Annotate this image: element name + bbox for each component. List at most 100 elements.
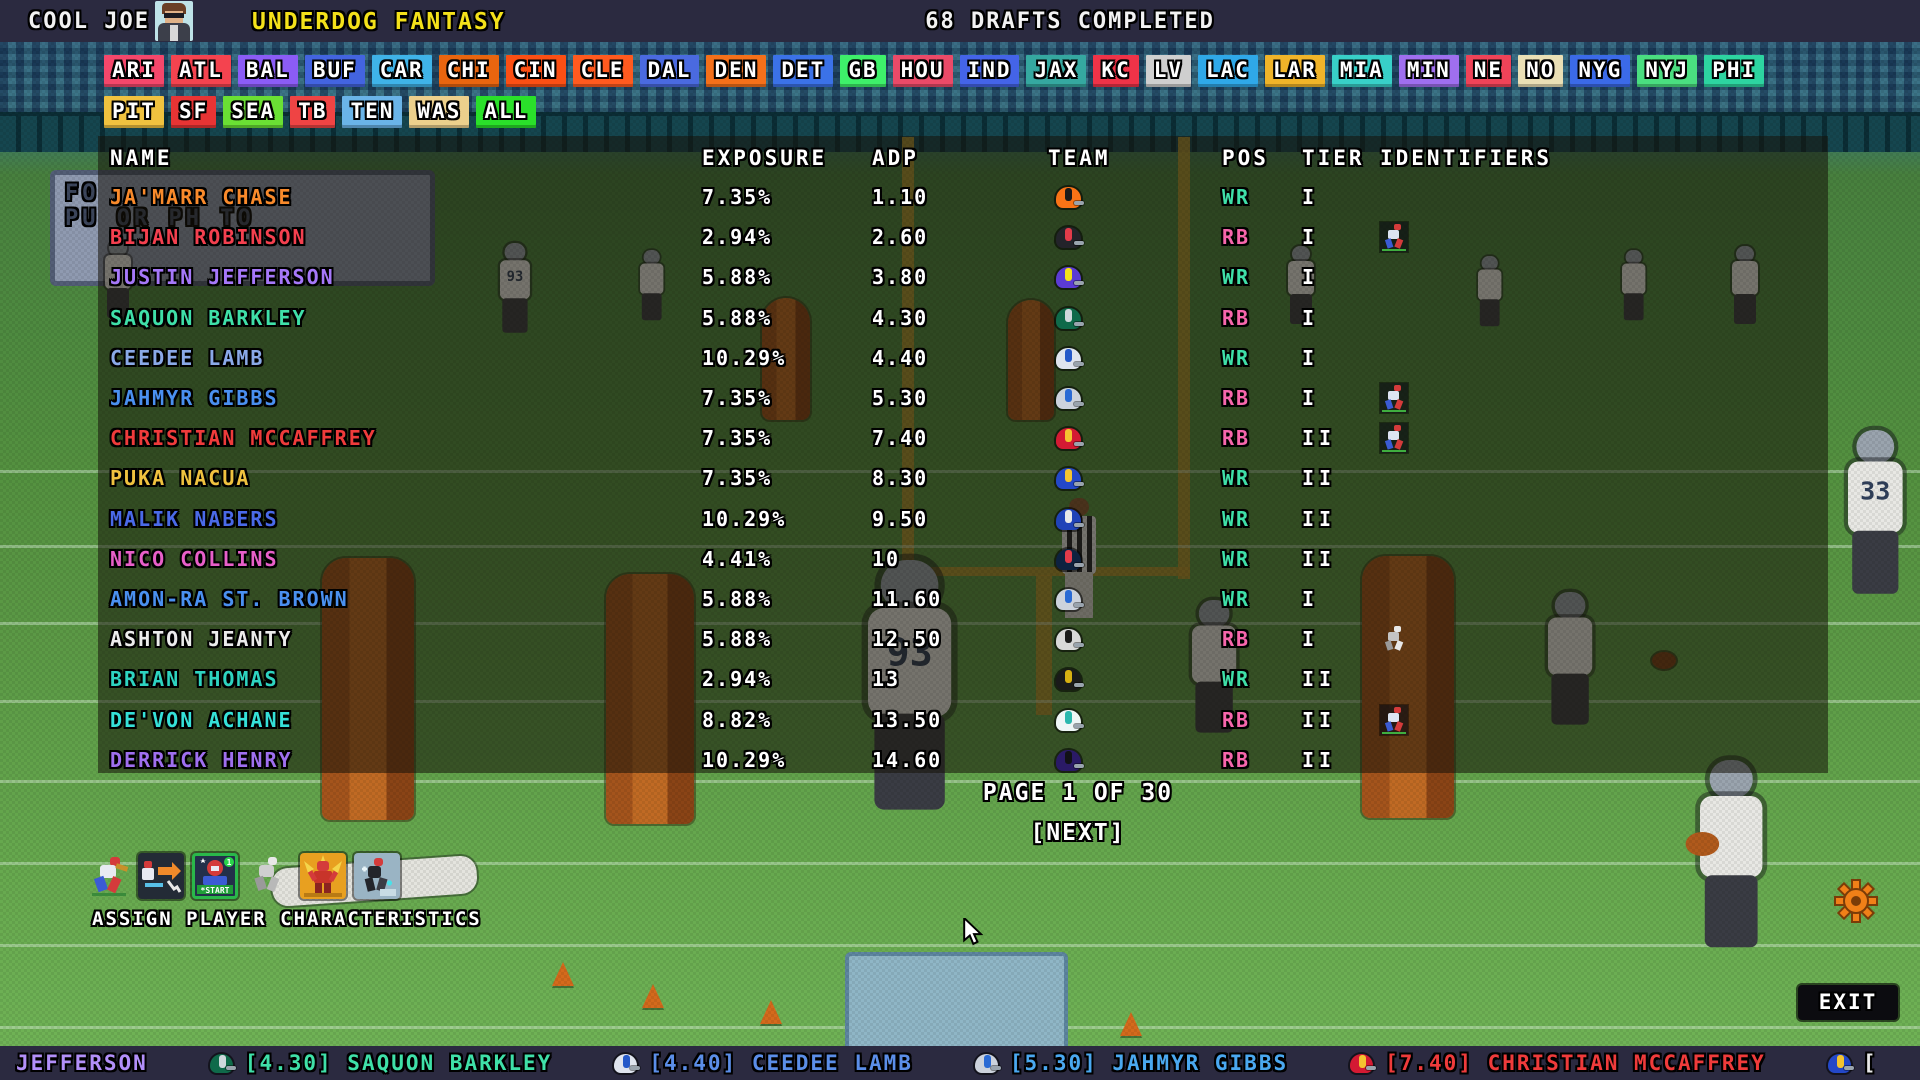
team-tab-min[interactable]: MIN [1398, 55, 1459, 87]
table-row[interactable]: SAQUON BARKLEY 5.88% 4.30 RB I [98, 299, 1828, 339]
team-helmet-icon [1056, 468, 1084, 490]
tier-value: II [1302, 426, 1337, 451]
team-tab-tb[interactable]: TB [290, 96, 336, 128]
team-tab-kc[interactable]: KC [1093, 55, 1139, 87]
table-row[interactable]: PUKA NACUA 7.35% 8.30 WR II [98, 459, 1828, 499]
sketch-player-icon[interactable] [246, 853, 292, 899]
team-tab-atl[interactable]: ATL [170, 55, 231, 87]
team-tab-chi[interactable]: CHI [438, 55, 499, 87]
adp-value: 13 [872, 667, 901, 692]
team-tab-dal[interactable]: DAL [639, 55, 700, 87]
table-row[interactable]: CHRISTIAN MCCAFFREY 7.35% 7.40 RB II [98, 419, 1828, 459]
team-tab-phi[interactable]: PHI [1704, 55, 1765, 87]
table-row[interactable]: BRIAN THOMAS 2.94% 13 WR II [98, 660, 1828, 700]
team-tab-gb[interactable]: GB [840, 55, 886, 87]
team-tab-nyj[interactable]: NYJ [1637, 55, 1698, 87]
team-tab-was[interactable]: WAS [409, 96, 470, 128]
team-tab-sea[interactable]: SEA [223, 96, 284, 128]
team-helmet-icon [1056, 347, 1084, 369]
tier-value: II [1302, 546, 1337, 571]
exposure-value: 10.29% [702, 747, 787, 772]
team-cell [1056, 548, 1084, 575]
tier-value: I [1302, 386, 1320, 410]
team-tab-ne[interactable]: NE [1465, 55, 1512, 87]
team-tab-pit[interactable]: PIT [104, 96, 164, 128]
table-row[interactable]: MALIK NABERS 10.29% 9.50 WR II [98, 500, 1828, 540]
assign-characteristics-label: ASSIGN PLAYER CHARACTERISTICS [92, 908, 482, 930]
runner-icon[interactable] [86, 853, 132, 899]
team-tab-den[interactable]: DEN [706, 55, 767, 87]
start-player-icon[interactable]: *START 1 [192, 853, 238, 899]
team-tab-lac[interactable]: LAC [1198, 55, 1258, 87]
team-tab-car[interactable]: CAR [371, 55, 432, 87]
team-helmet-icon [209, 1053, 236, 1073]
team-cell [1056, 669, 1084, 695]
team-tab-ari[interactable]: ARI [104, 55, 164, 87]
team-cell [1056, 227, 1084, 253]
mvp-player-icon[interactable] [300, 853, 346, 899]
exposure-value: 10.29% [702, 506, 787, 531]
team-tab-sf[interactable]: SF [170, 96, 217, 128]
tier-value: II [1302, 506, 1337, 531]
team-tab-no[interactable]: NO [1518, 55, 1564, 87]
exposure-value: 10.29% [702, 345, 787, 370]
team-tab-all[interactable]: ALL [476, 96, 537, 128]
team-tab-lar[interactable]: LAR [1264, 55, 1325, 87]
team-tab-mia[interactable]: MIA [1331, 55, 1392, 87]
table-row[interactable]: DE'VON ACHANE 8.82% 13.50 RB II [98, 701, 1828, 741]
team-tab-lv[interactable]: LV [1145, 55, 1192, 87]
team-tab-nyg[interactable]: NYG [1570, 55, 1631, 87]
table-row[interactable]: NICO COLLINS 4.41% 10 WR II [98, 540, 1828, 580]
player-name: MALIK NABERS [110, 506, 279, 531]
exposure-value: 7.35% [702, 466, 773, 491]
table-row[interactable]: JUSTIN JEFFERSON 5.88% 3.80 WR I [98, 258, 1828, 298]
team-cell [1056, 629, 1084, 655]
next-page-button[interactable]: [NEXT] [1030, 820, 1126, 846]
tier-value: I [1302, 345, 1320, 370]
team-tab-cin[interactable]: CIN [505, 55, 566, 87]
team-tab-jax[interactable]: JAX [1026, 55, 1087, 87]
team-tab-bal[interactable]: BAL [237, 55, 298, 87]
tier-value: I [1302, 185, 1320, 209]
table-row[interactable]: JAHMYR GIBBS 7.35% 5.30 RB I [98, 379, 1828, 419]
upgrade-player-icon[interactable] [354, 853, 400, 899]
team-cell [1056, 508, 1084, 535]
training-cone [552, 962, 574, 986]
rusher-identifier-icon [1380, 704, 1408, 735]
team-tab-hou[interactable]: HOU [892, 55, 953, 87]
col-header-tier: TIER [1302, 146, 1365, 170]
team-tab-det[interactable]: DET [773, 55, 834, 87]
team-helmet-icon [1056, 307, 1084, 329]
team-helmet-icon [1056, 629, 1084, 651]
adp-value: 10 [872, 546, 901, 571]
team-tab-ind[interactable]: IND [959, 55, 1020, 87]
team-helmet-icon [1056, 508, 1084, 530]
add-player-icon[interactable] [138, 853, 184, 899]
team-cell [1056, 307, 1084, 334]
table-row[interactable]: JA'MARR CHASE 7.35% 1.10 WR I [98, 178, 1828, 218]
exposure-value: 7.35% [702, 185, 773, 209]
yard-line [0, 862, 1920, 865]
gear-icon[interactable] [1833, 878, 1879, 924]
table-row[interactable]: CEEDEE LAMB 10.29% 4.40 WR I [98, 339, 1828, 379]
ticker-item: JEFFERSON [16, 1051, 148, 1075]
yard-line [0, 944, 1920, 947]
ticker-item: [5.30] JAHMYR GIBBS [974, 1051, 1288, 1075]
adp-value: 4.30 [872, 305, 929, 330]
exit-button[interactable]: EXIT [1798, 985, 1898, 1020]
team-tab-ten[interactable]: TEN [342, 96, 403, 128]
blocking-pad [845, 952, 1068, 1058]
adp-value: 9.50 [872, 506, 929, 531]
table-row[interactable]: BIJAN ROBINSON 2.94% 2.60 RB I [98, 218, 1828, 258]
team-tab-cle[interactable]: CLE [572, 55, 633, 87]
ticker-item: [7.40] CHRISTIAN MCCAFFREY [1350, 1051, 1766, 1075]
table-row[interactable]: ASHTON JEANTY 5.88% 12.50 RB I [98, 620, 1828, 660]
team-tab-buf[interactable]: BUF [304, 55, 365, 87]
team-helmet-icon [1056, 589, 1084, 610]
player-name: AMON-RA ST. BROWN [110, 587, 349, 611]
team-cell [1056, 749, 1084, 776]
table-row[interactable]: DERRICK HENRY 10.29% 14.60 RB II [98, 741, 1828, 781]
team-helmet-icon [1056, 669, 1084, 691]
table-row[interactable]: AMON-RA ST. BROWN 5.88% 11.60 WR I [98, 580, 1828, 620]
ticker-text: [4.30] SAQUON BARKLEY [244, 1051, 553, 1075]
